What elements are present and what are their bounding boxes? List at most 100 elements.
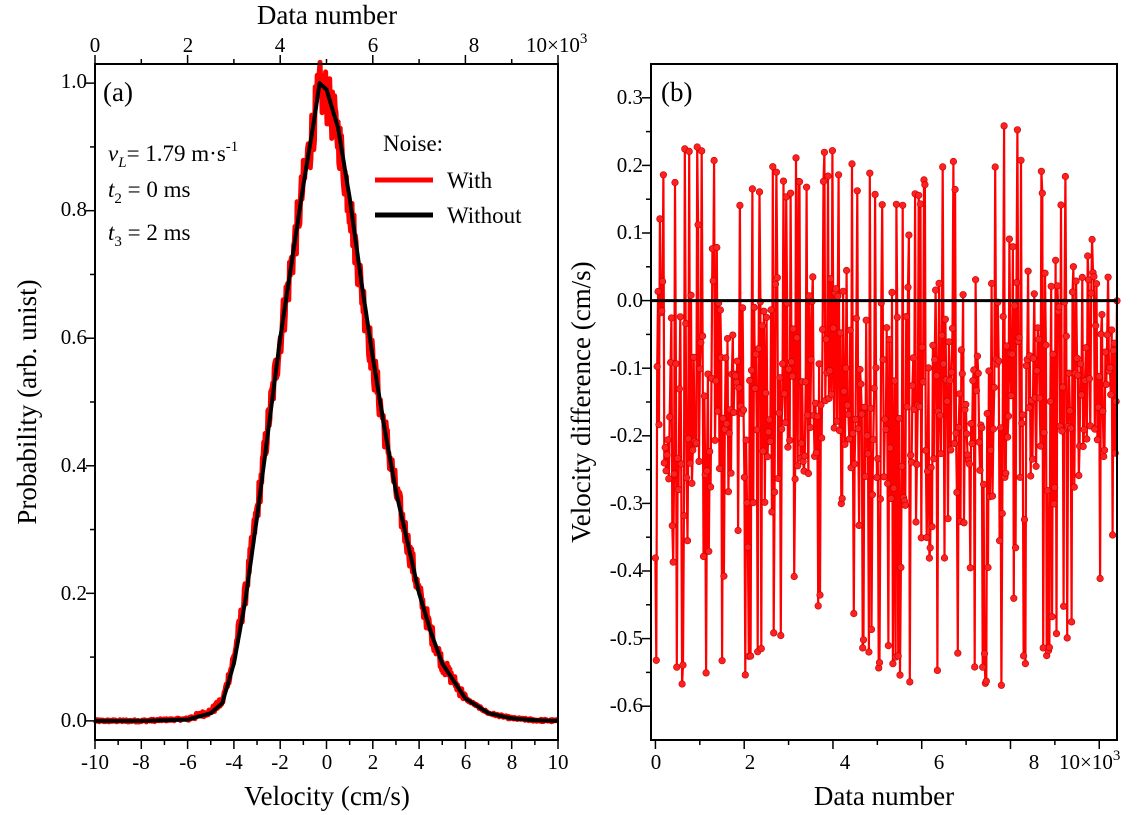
data-point bbox=[853, 187, 861, 195]
data-point bbox=[854, 425, 862, 433]
data-point bbox=[844, 410, 853, 419]
data-point bbox=[759, 447, 767, 455]
param-vL: vL= 1.79 m·s-1 bbox=[108, 139, 238, 171]
data-point bbox=[841, 440, 849, 448]
a-top-tick-label: 8 bbox=[469, 33, 480, 57]
data-point bbox=[678, 680, 686, 688]
data-point bbox=[1050, 500, 1058, 508]
a-top-multiplier: 10×103 bbox=[526, 31, 587, 57]
panel-a-y-tick-labels: 0.0 0.2 0.4 0.6 0.8 1.0 bbox=[61, 69, 88, 732]
data-point bbox=[1007, 392, 1015, 400]
panel-a: -10 -8 -6 -4 -2 0 2 4 6 8 10 0.0 0.2 0.4… bbox=[12, 0, 587, 811]
panel-b-data-layer bbox=[651, 122, 1121, 689]
a-top-tick-label: 4 bbox=[275, 33, 286, 57]
legend-label-with: With bbox=[447, 168, 493, 193]
b-x-axis-title: Data number bbox=[814, 781, 954, 811]
data-point bbox=[927, 463, 935, 472]
data-point bbox=[903, 403, 911, 411]
data-point bbox=[875, 658, 884, 667]
data-point bbox=[883, 324, 891, 332]
data-point bbox=[982, 677, 990, 685]
data-point bbox=[695, 457, 703, 466]
panel-a-parameters: vL= 1.79 m·s-1 t2 = 0 ms t3 = 2 ms bbox=[108, 139, 238, 250]
data-point bbox=[908, 382, 917, 390]
data-point bbox=[1053, 282, 1061, 290]
data-point bbox=[904, 283, 912, 291]
data-point bbox=[675, 385, 684, 393]
a-top-tick-label: 2 bbox=[183, 33, 194, 57]
data-point bbox=[1008, 350, 1016, 358]
data-point bbox=[939, 360, 948, 368]
data-point bbox=[852, 314, 861, 322]
a-y-tick-label: 0.8 bbox=[61, 197, 87, 221]
data-point bbox=[894, 652, 902, 660]
data-point bbox=[674, 486, 683, 494]
data-point bbox=[802, 378, 810, 386]
data-point bbox=[944, 515, 952, 523]
data-point bbox=[988, 492, 997, 500]
data-point bbox=[1078, 273, 1086, 282]
data-point bbox=[705, 547, 713, 555]
data-point bbox=[794, 462, 802, 470]
data-point bbox=[752, 350, 760, 358]
param-t3: t3 = 2 ms bbox=[108, 220, 191, 250]
data-point bbox=[886, 444, 894, 452]
data-point bbox=[683, 537, 692, 545]
data-point bbox=[682, 320, 690, 328]
param-t2-symbol: t bbox=[108, 177, 115, 202]
data-point bbox=[731, 372, 740, 380]
data-point bbox=[923, 533, 931, 542]
data-point bbox=[806, 423, 814, 432]
data-point bbox=[860, 403, 869, 411]
data-point bbox=[966, 564, 974, 572]
data-point bbox=[928, 523, 936, 531]
data-point bbox=[684, 435, 692, 443]
param-t3-sub: 3 bbox=[114, 234, 122, 250]
data-point bbox=[1003, 433, 1012, 441]
data-point bbox=[1047, 282, 1055, 290]
data-point bbox=[848, 160, 856, 168]
data-point bbox=[1016, 473, 1024, 481]
data-point bbox=[1034, 324, 1042, 332]
data-point bbox=[744, 543, 752, 551]
data-point bbox=[918, 343, 926, 351]
series-without-line bbox=[94, 81, 559, 723]
data-point bbox=[730, 408, 738, 417]
data-point bbox=[899, 201, 907, 209]
data-point bbox=[1090, 273, 1098, 281]
param-vL-sup: -1 bbox=[226, 139, 239, 155]
data-point bbox=[716, 306, 725, 314]
data-point bbox=[668, 522, 676, 530]
data-point bbox=[1085, 375, 1093, 383]
data-point bbox=[895, 414, 903, 423]
data-point bbox=[850, 460, 859, 468]
data-point bbox=[760, 307, 768, 315]
data-point bbox=[1067, 424, 1075, 432]
data-point bbox=[979, 480, 988, 488]
data-point bbox=[930, 455, 938, 463]
data-point bbox=[948, 324, 957, 332]
data-point bbox=[817, 401, 825, 409]
data-point bbox=[748, 185, 757, 193]
b-y-tick-label: -0.4 bbox=[610, 558, 644, 582]
data-point bbox=[1030, 290, 1038, 298]
data-point bbox=[1059, 602, 1068, 610]
data-point bbox=[1013, 126, 1022, 134]
data-point bbox=[963, 430, 971, 438]
data-point bbox=[1107, 391, 1115, 399]
data-point bbox=[1088, 235, 1096, 244]
data-point bbox=[892, 200, 901, 208]
data-point bbox=[997, 681, 1006, 689]
data-point bbox=[889, 660, 897, 668]
data-point bbox=[885, 336, 893, 344]
data-point bbox=[842, 266, 851, 275]
a-x-axis-title: Velocity (cm/s) bbox=[244, 781, 410, 811]
data-point bbox=[655, 421, 663, 429]
data-point bbox=[1021, 659, 1030, 668]
data-point bbox=[901, 501, 909, 509]
data-point bbox=[1029, 354, 1037, 363]
a-y-tick-label: 0.6 bbox=[61, 325, 87, 349]
data-point bbox=[859, 644, 867, 652]
data-point bbox=[1076, 360, 1085, 368]
data-point bbox=[1058, 427, 1066, 435]
